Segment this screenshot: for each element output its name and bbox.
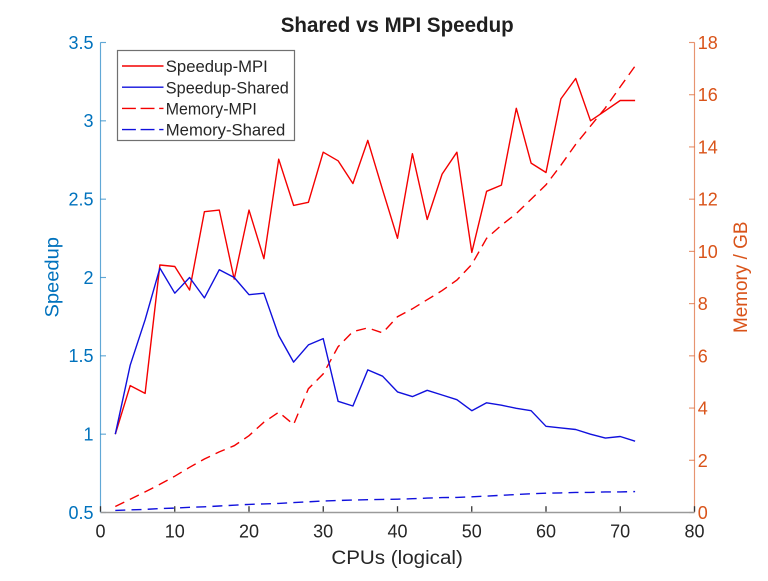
svg-text:Memory-Shared: Memory-Shared: [166, 122, 285, 140]
svg-text:Memory-MPI: Memory-MPI: [166, 101, 257, 119]
svg-text:18: 18: [698, 33, 718, 53]
svg-text:30: 30: [313, 521, 333, 541]
svg-text:50: 50: [462, 521, 482, 541]
svg-text:CPUs (logical): CPUs (logical): [331, 548, 463, 569]
svg-text:Speedup-Shared: Speedup-Shared: [166, 79, 289, 97]
svg-text:14: 14: [698, 137, 718, 157]
svg-text:2: 2: [698, 451, 708, 471]
svg-text:70: 70: [610, 521, 630, 541]
svg-text:2: 2: [83, 268, 93, 288]
svg-text:Shared vs MPI Speedup: Shared vs MPI Speedup: [281, 14, 514, 37]
svg-text:0: 0: [95, 521, 105, 541]
svg-text:2.5: 2.5: [68, 190, 93, 210]
svg-text:80: 80: [684, 521, 704, 541]
svg-text:20: 20: [239, 521, 259, 541]
svg-text:Speedup: Speedup: [43, 237, 64, 318]
svg-text:10: 10: [698, 242, 718, 262]
svg-text:16: 16: [698, 85, 718, 105]
svg-text:1: 1: [83, 425, 93, 445]
svg-text:4: 4: [698, 399, 708, 419]
svg-text:Speedup-MPI: Speedup-MPI: [166, 58, 268, 76]
svg-text:12: 12: [698, 190, 718, 210]
svg-text:0: 0: [698, 503, 708, 523]
svg-text:0.5: 0.5: [68, 503, 93, 523]
svg-text:3.5: 3.5: [68, 33, 93, 53]
svg-text:6: 6: [698, 346, 708, 366]
svg-text:1.5: 1.5: [68, 346, 93, 366]
svg-text:8: 8: [698, 294, 708, 314]
svg-text:40: 40: [387, 521, 407, 541]
svg-text:3: 3: [83, 111, 93, 131]
svg-text:Memory / GB: Memory / GB: [731, 222, 752, 334]
svg-text:60: 60: [536, 521, 556, 541]
svg-text:10: 10: [165, 521, 185, 541]
